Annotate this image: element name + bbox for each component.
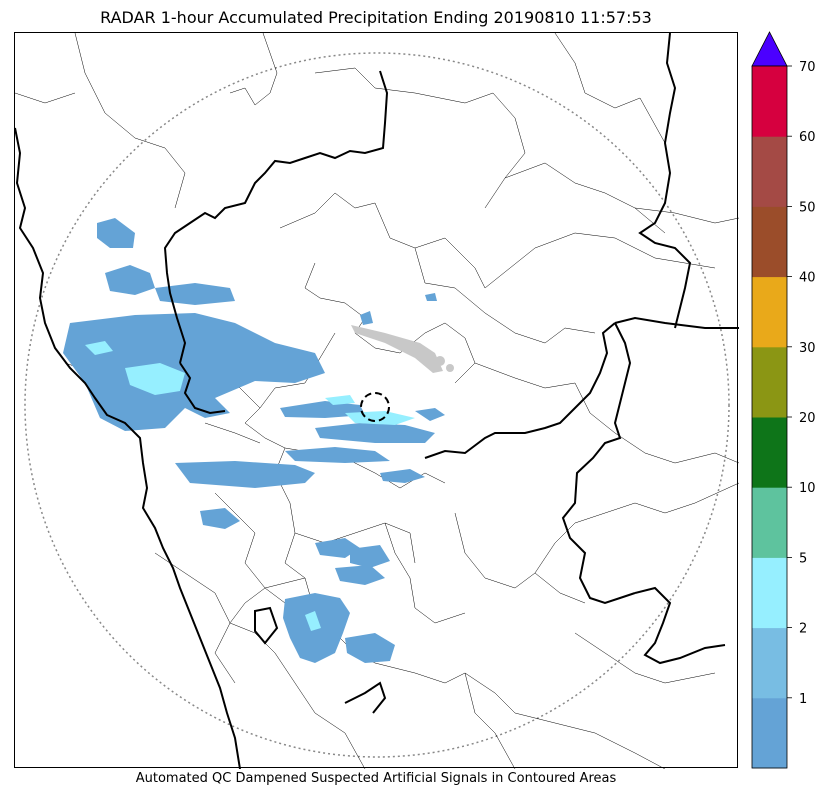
colorbar-tick-label: 1 <box>799 692 807 707</box>
qc-artifact-marks <box>351 325 454 373</box>
colorbar-tick-label: 30 <box>799 341 816 356</box>
colorbar-bin <box>752 206 787 278</box>
colorbar-tick-label: 70 <box>799 60 816 75</box>
colorbar-bin <box>752 66 787 137</box>
colorbar-bin <box>752 487 787 558</box>
colorbar-tick-label: 60 <box>799 130 816 145</box>
precipitation-echoes <box>63 218 445 663</box>
colorbar-bin <box>752 276 787 348</box>
colorbar-bin <box>752 417 787 488</box>
qc-caption: Automated QC Dampened Suspected Artifici… <box>135 771 617 786</box>
state-boundaries <box>15 33 739 769</box>
map-title: RADAR 1-hour Accumulated Precipitation E… <box>100 8 652 27</box>
colorbar-bin <box>752 136 787 207</box>
colorbar-tick-label: 2 <box>799 622 807 637</box>
colorbar-tick-label: 40 <box>799 271 816 286</box>
precipitation-cores <box>85 341 415 631</box>
radar-range-ring <box>24 52 730 758</box>
colorbar-tick-label: 5 <box>799 551 807 566</box>
colorbar-tick-label: 20 <box>799 411 816 426</box>
colorbar-extend-arrow <box>751 31 788 67</box>
colorbar: 1 2 5 10 20 30 40 50 60 70 <box>745 28 825 772</box>
radar-site-marker <box>360 392 390 422</box>
radar-map[interactable] <box>15 33 739 769</box>
colorbar-bin <box>752 346 787 418</box>
colorbar-bin <box>752 627 787 699</box>
colorbar-bin <box>752 557 787 629</box>
colorbar-graphic: 1 2 5 10 20 30 40 50 60 70 <box>751 31 816 769</box>
colorbar-bin <box>752 697 787 769</box>
colorbar-tick-label: 10 <box>799 481 816 496</box>
radar-map-panel[interactable] <box>14 32 739 769</box>
colorbar-tick-label: 50 <box>799 200 816 215</box>
